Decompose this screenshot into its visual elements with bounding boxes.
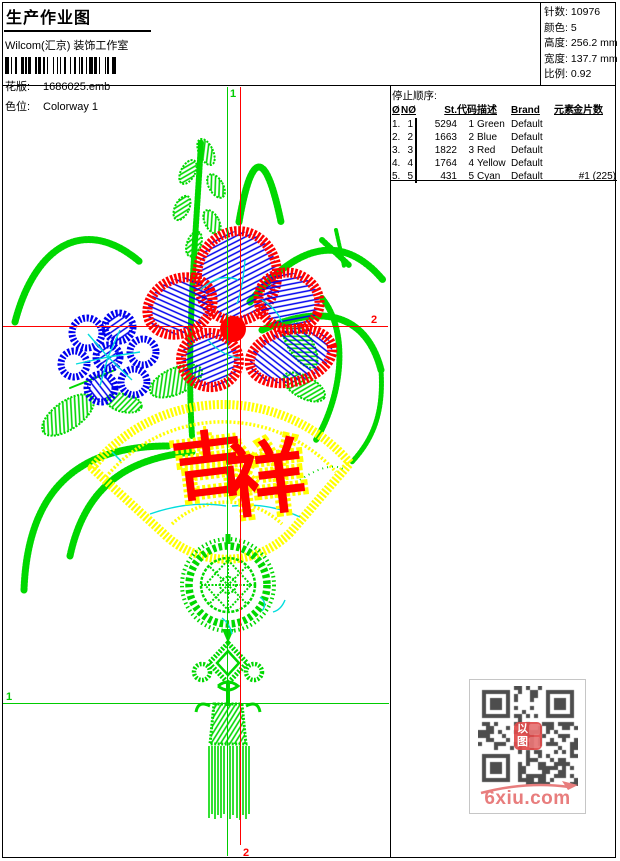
end-marker-bottom: 2: [243, 847, 249, 857]
design-stats-panel: 针数: 10976 颜色: 5 高度: 256.2 mm 宽度: 137.7 mm 比例…: [544, 5, 618, 83]
page-title: 生产作业图: [4, 3, 151, 32]
thread-color-swatch: [415, 170, 417, 183]
stamp-faint-glyph: [529, 724, 540, 735]
table-row: 1. 1 5294 1 Green Default: [392, 118, 543, 131]
stat-scale: 比例: 0.92: [544, 68, 592, 80]
col-code: 代码: [457, 105, 477, 116]
start-marker-left: 1: [6, 691, 12, 703]
col-seq: Ø: [392, 105, 400, 116]
end-marker-right: 2: [371, 314, 377, 326]
table-row: 4. 4 1764 4 Yellow Default: [392, 157, 543, 170]
stamp-char: 以: [517, 723, 528, 735]
thread-color-swatch: [415, 131, 417, 144]
start-marker-top: 1: [230, 88, 236, 100]
pattern-file-value: 1686025.emb: [43, 81, 111, 93]
pattern-file-row: 花版: 1686025.emb: [5, 78, 524, 94]
thread-color-swatch: [415, 118, 417, 131]
thread-color-swatch: [415, 144, 417, 157]
stop-sequence-title: 停止顺序:: [392, 90, 437, 102]
fan-characters-halo: 吉 祥: [168, 416, 311, 535]
barcode: [5, 57, 135, 74]
main-divider-line: [390, 85, 391, 858]
start-guide-cross: [3, 87, 389, 856]
peony-flower: [142, 226, 338, 393]
company-name: Wilcom(汇京) 装饰工作室: [5, 40, 129, 52]
header-left: 生产作业图 Wilcom(汇京) 装饰工作室 花版: 1686025.emb 色位…: [4, 3, 524, 114]
stat-stitches: 针数: 10976: [544, 6, 601, 18]
stat-height: 高度: 256.2 mm: [544, 37, 618, 49]
fan-border: [87, 400, 355, 564]
stamp-faint-glyph: [529, 737, 540, 748]
caption-swoosh: [480, 781, 578, 795]
stop-sequence-header: Ø NØ St. 代码 描述 Brand 元素 金片数: [392, 105, 616, 117]
pattern-file-label: 花版:: [5, 81, 31, 93]
qr-caption: 6xiu.com: [484, 788, 571, 809]
table-row: 3. 3 1822 3 Red Default: [392, 144, 543, 157]
fan-characters: 吉 祥: [168, 416, 311, 535]
table-row: 5. 5 431 5 Cyan Default #1 (225): [392, 170, 616, 183]
blue-flower-veins: [75, 329, 141, 387]
peony-veins: [199, 259, 283, 359]
stamp-char: 图: [517, 736, 528, 748]
red-seal-stamp: 以 图: [514, 722, 542, 750]
colorway-value: Colorway 1: [43, 101, 99, 113]
qr-watermark-box: 以 图 6xiu.com: [469, 679, 586, 814]
end-guide-cross: [3, 87, 388, 845]
table-row: 2. 2 1663 2 Blue Default: [392, 131, 543, 144]
embroidery-design-preview: 吉 祥 吉 祥: [3, 87, 389, 857]
medallion-cyan-marks: [221, 596, 286, 635]
thread-color-swatch: [415, 157, 417, 170]
col-sequin: 金片数: [573, 105, 603, 116]
col-element: 元素: [554, 105, 574, 116]
colorway-label: 色位:: [5, 101, 31, 113]
col-stitches: St.: [444, 105, 457, 116]
tassel-strands: [208, 746, 250, 820]
stat-colors: 颜色: 5: [544, 21, 577, 34]
header-divider-line: [2, 85, 616, 86]
col-description: 描述: [477, 105, 497, 116]
col-needle: NØ: [401, 105, 416, 116]
stats-divider-line: [540, 2, 541, 86]
fan-motif: 吉 祥 吉 祥: [87, 400, 355, 564]
table-bottom-line: [390, 180, 617, 181]
stat-width: 宽度: 137.7 mm: [544, 52, 618, 65]
colorway-row: 色位: Colorway 1: [5, 98, 524, 114]
col-brand: Brand: [511, 105, 540, 116]
stop-sequence-panel: 停止顺序: Ø NØ St. 代码 描述 Brand 元素 金片数 1. 1 5…: [392, 88, 616, 183]
